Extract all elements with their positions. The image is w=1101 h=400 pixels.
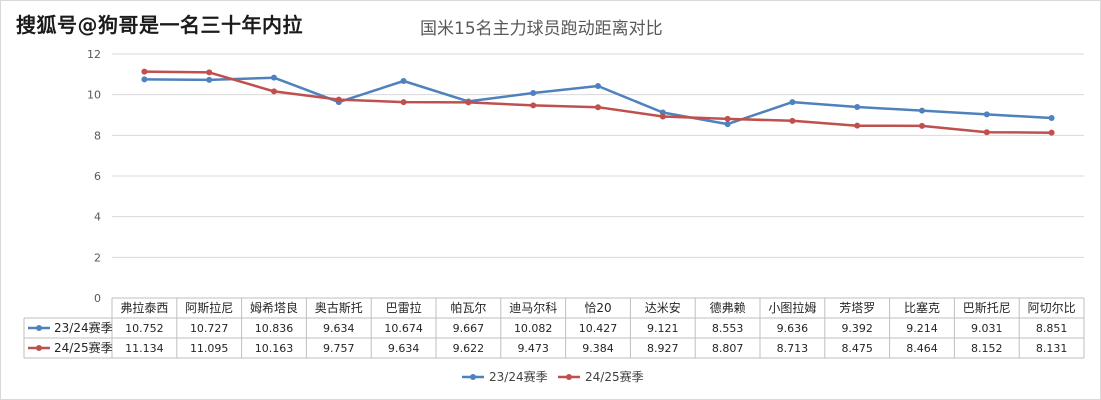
- table-value: 9.622: [453, 342, 485, 355]
- table-value: 9.031: [971, 322, 1003, 335]
- data-point: [595, 104, 601, 111]
- category-label: 比塞克: [904, 300, 940, 315]
- table-value: 8.927: [647, 342, 679, 355]
- table-value: 10.674: [384, 322, 423, 335]
- category-label: 芳塔罗: [839, 301, 875, 315]
- data-point: [595, 82, 601, 89]
- table-value: 9.634: [323, 322, 355, 335]
- table-series-name: 23/24赛季: [54, 320, 113, 335]
- data-point: [919, 122, 925, 129]
- data-point: [271, 88, 277, 95]
- y-tick-label: 4: [94, 211, 101, 224]
- category-label: 小图拉姆: [768, 300, 816, 315]
- data-point: [724, 115, 731, 122]
- category-label: 姆希塔良: [250, 300, 298, 315]
- table-value: 11.134: [125, 342, 164, 355]
- watermark: 搜狐号@狗哥是一名三十年内拉: [16, 13, 303, 37]
- legend-key-marker: [566, 374, 572, 380]
- data-point: [789, 117, 796, 124]
- table-value: 8.131: [1036, 342, 1068, 355]
- data-point: [659, 113, 666, 120]
- y-tick-label: 10: [87, 89, 101, 102]
- category-label: 阿切尔比: [1028, 300, 1076, 315]
- category-label: 德弗赖: [710, 300, 746, 315]
- table-value: 9.636: [777, 322, 809, 335]
- y-tick-label: 0: [94, 292, 101, 305]
- category-label: 恰20: [584, 300, 611, 315]
- table-value: 8.152: [971, 342, 1003, 355]
- data-point: [206, 69, 213, 76]
- table-series-key-marker: [36, 345, 42, 351]
- data-point: [854, 122, 861, 129]
- data-point: [400, 99, 407, 106]
- table-value: 9.392: [841, 322, 873, 335]
- data-point: [854, 104, 861, 111]
- data-point: [400, 77, 407, 84]
- table-value: 11.095: [190, 342, 229, 355]
- y-tick-label: 8: [94, 129, 101, 142]
- data-point: [919, 107, 925, 114]
- table-series-key-marker: [36, 325, 42, 331]
- data-point: [724, 121, 731, 128]
- legend-key-marker: [470, 374, 476, 380]
- table-value: 8.475: [841, 342, 873, 355]
- table-value: 8.553: [712, 322, 744, 335]
- y-tick-label: 6: [94, 170, 101, 183]
- table-value: 8.713: [777, 342, 809, 355]
- table-series-name: 24/25赛季: [54, 340, 113, 355]
- data-point: [789, 99, 796, 106]
- data-point: [530, 102, 537, 109]
- category-label: 迪马尔科: [509, 300, 557, 315]
- data-point: [530, 89, 537, 96]
- category-label: 阿斯拉尼: [185, 300, 233, 315]
- table-value: 10.163: [255, 342, 294, 355]
- data-point: [271, 74, 277, 81]
- table-value: 8.464: [906, 342, 938, 355]
- table-value: 9.667: [453, 322, 485, 335]
- data-point: [206, 76, 213, 83]
- data-point: [141, 76, 148, 83]
- category-label: 巴雷拉: [386, 300, 422, 315]
- data-point: [141, 68, 148, 75]
- category-label: 弗拉泰西: [120, 300, 168, 315]
- table-value: 9.214: [906, 322, 938, 335]
- y-tick-label: 2: [94, 251, 101, 264]
- table-value: 9.757: [323, 342, 355, 355]
- legend-label: 24/25赛季: [585, 369, 644, 384]
- table-value: 8.807: [712, 342, 744, 355]
- table-value: 9.473: [517, 342, 549, 355]
- table-value: 10.836: [255, 322, 294, 335]
- table-value: 9.384: [582, 342, 614, 355]
- data-point: [983, 129, 990, 136]
- data-point: [983, 111, 990, 118]
- data-point: [335, 96, 342, 103]
- category-label: 帕瓦尔: [450, 300, 486, 315]
- table-value: 9.634: [388, 342, 420, 355]
- data-point: [1048, 115, 1055, 122]
- category-label: 达米安: [645, 300, 681, 315]
- data-point: [1048, 129, 1055, 136]
- y-tick-label: 12: [87, 48, 101, 61]
- category-label: 奥古斯托: [315, 300, 363, 315]
- data-point: [465, 99, 472, 106]
- table-value: 10.727: [190, 322, 229, 335]
- table-value: 10.427: [579, 322, 618, 335]
- table-value: 9.121: [647, 322, 679, 335]
- table-value: 10.082: [514, 322, 553, 335]
- table-value: 10.752: [125, 322, 164, 335]
- table-value: 8.851: [1036, 322, 1068, 335]
- legend-label: 23/24赛季: [489, 369, 548, 384]
- category-label: 巴斯托尼: [963, 301, 1011, 315]
- chart-title: 国米15名主力球员跑动距离对比: [420, 19, 663, 39]
